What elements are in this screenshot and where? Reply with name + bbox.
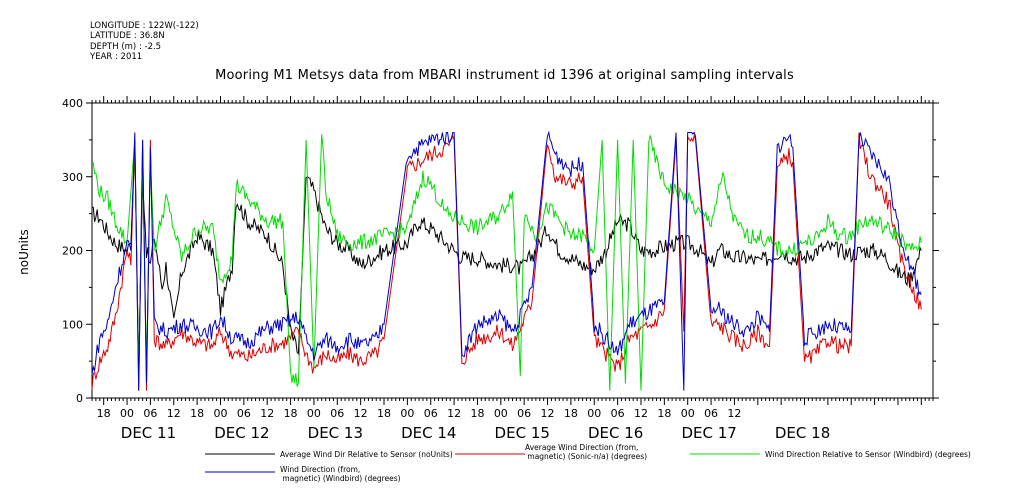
depth-text: DEPTH (m) : -2.5 (90, 41, 162, 52)
y-tick-label: 100 (62, 318, 83, 331)
x-tick-label: 18 (564, 407, 578, 420)
x-tick-label: 06 (704, 407, 718, 420)
x-tick-label: 12 (260, 407, 274, 420)
x-tick-label: 00 (494, 407, 508, 420)
x-tick-label: 18 (190, 407, 204, 420)
x-tick-label: 06 (143, 407, 157, 420)
series-line-2 (91, 132, 922, 391)
x-tick-label: 18 (657, 407, 671, 420)
x-tick-label: 06 (237, 407, 251, 420)
x-day-label: DEC 15 (495, 424, 550, 442)
x-day-label: DEC 14 (401, 424, 456, 442)
longitude-text: LONGITUDE : 122W(-122) (90, 21, 199, 31)
legend-label: Wind Direction Relative to Sensor (Windb… (765, 450, 971, 459)
x-tick-label: 06 (611, 407, 625, 420)
y-tick-label: 200 (62, 245, 83, 258)
x-tick-label: 12 (634, 407, 648, 420)
legend-label: Average Wind Direction (from, magnetic) … (525, 443, 648, 461)
x-tick-label: 12 (541, 407, 555, 420)
x-tick-label: 12 (167, 407, 181, 420)
legend-label: Average Wind Dir Relative to Sensor (noU… (280, 450, 453, 459)
x-tick-label: 12 (354, 407, 368, 420)
y-tick-label: 400 (62, 97, 83, 110)
x-day-label: DEC 12 (214, 424, 269, 442)
x-tick-label: 12 (727, 407, 741, 420)
x-day-label: DEC 18 (775, 424, 830, 442)
year-text: YEAR : 2011 (90, 51, 143, 62)
x-tick-label: 18 (470, 407, 484, 420)
y-tick-label: 0 (76, 392, 83, 405)
x-day-label: DEC 11 (121, 424, 176, 442)
x-tick-label: 00 (213, 407, 227, 420)
chart-title: Mooring M1 Metsys data from MBARI instru… (215, 68, 794, 83)
x-tick-label: 18 (97, 407, 111, 420)
x-tick-label: 00 (587, 407, 601, 420)
x-tick-label: 06 (517, 407, 531, 420)
x-tick-label: 00 (681, 407, 695, 420)
latitude-text: LATITUDE : 36.8N (90, 31, 165, 42)
y-tick-label: 300 (62, 171, 83, 184)
metadata-block: LONGITUDE : 122W(-122) LATITUDE : 36.8N … (90, 21, 199, 62)
x-tick-label: 00 (400, 407, 414, 420)
x-tick-label: 18 (284, 407, 298, 420)
x-tick-label: 12 (447, 407, 461, 420)
series-line-4 (91, 130, 922, 391)
x-tick-label: 06 (330, 407, 344, 420)
legend-label: Wind Direction (from, magnetic) (Windbir… (280, 465, 401, 483)
series-line-3 (91, 133, 922, 391)
x-tick-label: 06 (424, 407, 438, 420)
x-day-label: DEC 13 (308, 424, 363, 442)
x-tick-label: 00 (120, 407, 134, 420)
x-day-label: DEC 17 (681, 424, 736, 442)
x-tick-label: 00 (307, 407, 321, 420)
x-tick-label: 18 (377, 407, 391, 420)
x-day-label: DEC 16 (588, 424, 643, 442)
